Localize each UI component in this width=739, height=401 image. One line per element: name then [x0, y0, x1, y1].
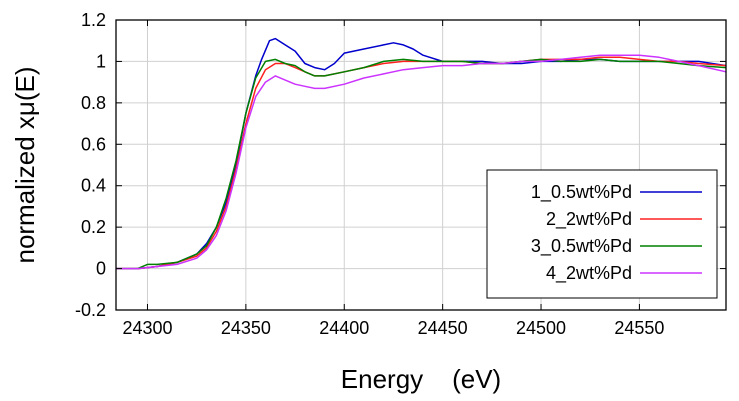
x-tick-label: 24350 [221, 318, 271, 338]
x-tick-label: 24300 [122, 318, 172, 338]
series-line-3 [116, 58, 727, 270]
legend-label-3: 3_0.5wt%Pd [531, 236, 632, 257]
y-axis-title: normalized xμ(E) [10, 66, 40, 263]
y-tick-label: 1.2 [81, 10, 106, 30]
x-tick-label: 24450 [418, 318, 468, 338]
y-tick-label: 0.2 [81, 217, 106, 237]
y-tick-label: 0 [96, 259, 106, 279]
x-tick-label: 24500 [516, 318, 566, 338]
legend: 1_0.5wt%Pd 2_2wt%Pd 3_0.5wt%Pd 4_2wt%Pd [486, 169, 718, 299]
x-axis-ticks: 24300 24350 24400 24450 24500 24550 [122, 20, 664, 338]
series-layer [116, 37, 727, 270]
legend-label-4: 4_2wt%Pd [546, 263, 632, 284]
legend-label-1: 1_0.5wt%Pd [531, 182, 632, 203]
y-tick-label: 0.6 [81, 134, 106, 154]
x-axis-title: Energy (eV) [341, 364, 501, 394]
legend-label-2: 2_2wt%Pd [546, 209, 632, 230]
series-line-4 [116, 54, 727, 270]
y-tick-label: 1 [96, 51, 106, 71]
x-tick-label: 24400 [319, 318, 369, 338]
y-tick-label: 0.8 [81, 93, 106, 113]
y-tick-label: 0.4 [81, 176, 106, 196]
x-tick-label: 24550 [614, 318, 664, 338]
y-tick-label: -0.2 [75, 300, 106, 320]
y-axis-ticks: -0.2 0 0.2 0.4 0.6 0.8 1 1.2 [75, 10, 726, 320]
plot-frame [115, 19, 727, 311]
